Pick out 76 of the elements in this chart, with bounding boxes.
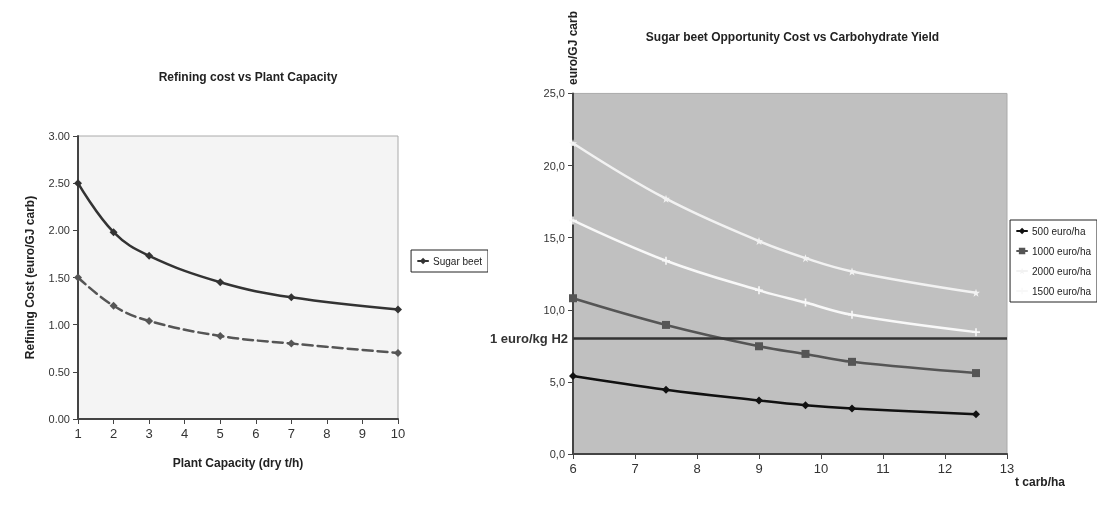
y-tick-label: 5,0 xyxy=(549,375,565,388)
point xyxy=(972,369,980,378)
x-axis-title: t carb/ha xyxy=(1015,475,1066,489)
y-tick-label: 20,0 xyxy=(543,159,565,172)
point xyxy=(287,339,296,348)
y-tick-label: 1.00 xyxy=(48,318,70,331)
x-tick-label: 9 xyxy=(755,461,763,476)
x-tick-label: 9 xyxy=(358,426,367,441)
point xyxy=(394,305,402,314)
point xyxy=(216,278,225,287)
point xyxy=(109,301,118,310)
chart-title: Sugar beet Opportunity Cost vs Carbohydrate Yield xyxy=(645,30,940,44)
point xyxy=(755,396,763,405)
x-tick-label: 10 xyxy=(390,426,406,441)
point xyxy=(569,371,577,380)
point xyxy=(569,139,577,148)
x-tick-label: 1 xyxy=(74,426,82,441)
y-tick-label: 0.50 xyxy=(48,365,70,378)
x-axis-title: Plant Capacity (dry t/h) xyxy=(172,456,304,470)
point xyxy=(216,331,225,340)
legend-label: 1000 euro/ha xyxy=(1032,245,1092,257)
x-tick-label: 8 xyxy=(323,426,331,441)
ref-line-label: 1 euro/kg H2 xyxy=(489,331,568,347)
x-tick-label: 2 xyxy=(109,426,118,441)
legend-label: Sugar beet xyxy=(433,255,483,267)
point xyxy=(755,342,763,351)
x-tick-label: 3 xyxy=(145,426,153,441)
x-tick-label: 7 xyxy=(631,461,639,476)
x-tick-label: 4 xyxy=(181,426,189,441)
x-tick-label: 13 xyxy=(999,461,1015,476)
y-tick-label: 1.50 xyxy=(48,271,70,284)
y-tick-label: 10,0 xyxy=(543,303,565,316)
point xyxy=(972,288,980,297)
x-tick-label: 8 xyxy=(693,461,701,476)
x-tick-label: 5 xyxy=(216,426,224,441)
legend-label: 500 euro/ha xyxy=(1032,225,1086,237)
point xyxy=(109,228,118,237)
chart-title: Refining cost vs Plant Capacity xyxy=(158,70,338,84)
legend-label: 1500 euro/ha xyxy=(1032,285,1092,297)
x-tick-label: 11 xyxy=(876,461,890,476)
y-tick-label: 25,0 xyxy=(543,87,565,100)
point xyxy=(662,320,670,329)
point xyxy=(662,194,670,203)
y-tick-label: 0,0 xyxy=(549,448,565,460)
point xyxy=(74,179,82,188)
point xyxy=(287,293,296,302)
x-tick-label: 7 xyxy=(287,426,295,441)
y-tick-label: 0.00 xyxy=(48,413,70,425)
y-axis-title: Refining Cost (euro/GJ carb) xyxy=(23,195,37,360)
point xyxy=(755,237,763,246)
y-tick-label: 15,0 xyxy=(543,231,565,244)
point xyxy=(972,328,980,337)
point xyxy=(145,316,154,325)
x-tick-label: 6 xyxy=(569,461,577,476)
point xyxy=(801,349,810,358)
point xyxy=(394,348,402,357)
point xyxy=(662,385,670,394)
point xyxy=(801,401,810,410)
point xyxy=(848,404,856,413)
legend-label: 2000 euro/ha xyxy=(1032,265,1092,277)
y-tick-label: 2.50 xyxy=(48,177,70,190)
y-tick-label: 3.00 xyxy=(48,130,70,142)
x-tick-label: 6 xyxy=(252,426,260,441)
point xyxy=(662,256,670,265)
y-axis-title: euro/GJ carb xyxy=(566,11,580,86)
point xyxy=(848,357,856,366)
point xyxy=(569,216,577,225)
x-tick-label: 10 xyxy=(813,461,829,476)
point xyxy=(145,251,154,260)
y-tick-label: 2.00 xyxy=(48,224,70,237)
point xyxy=(74,273,82,282)
point xyxy=(755,286,763,295)
x-tick-label: 12 xyxy=(937,461,953,476)
point xyxy=(848,267,856,276)
point xyxy=(972,410,980,419)
point xyxy=(569,294,577,303)
